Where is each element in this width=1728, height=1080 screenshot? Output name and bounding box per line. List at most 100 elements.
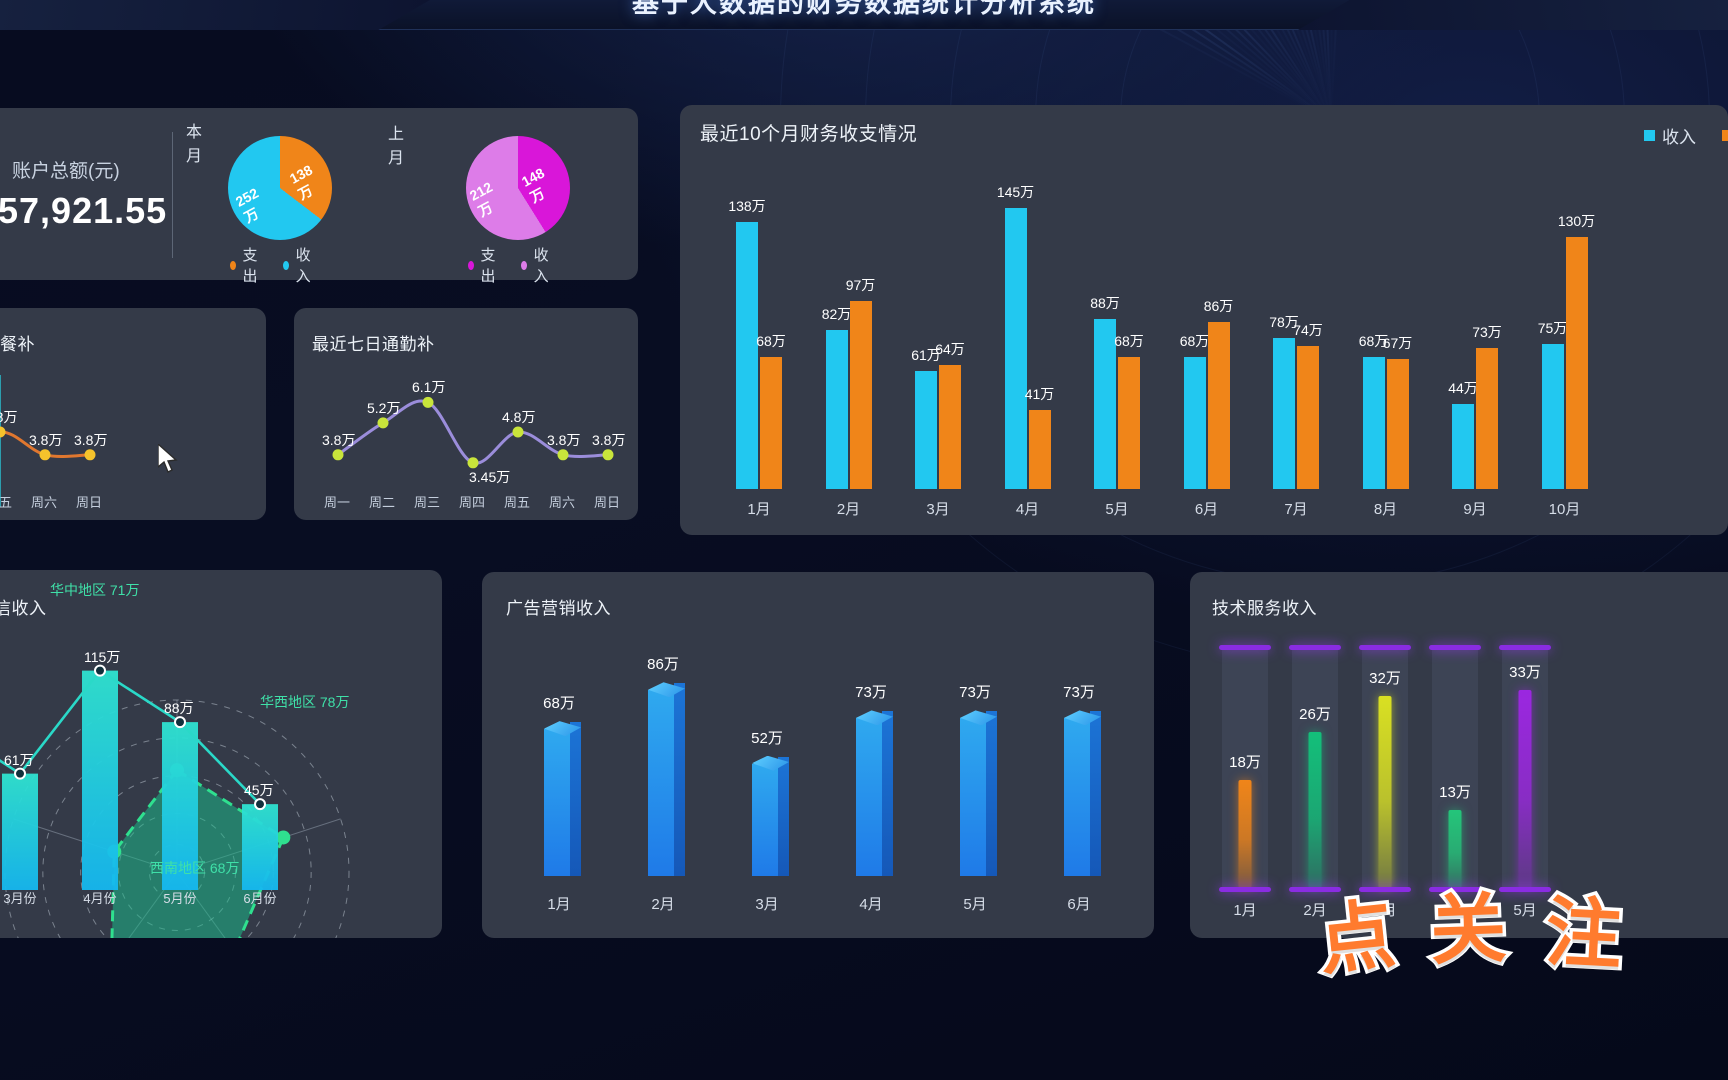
bar-column[interactable] [1452,403,1474,489]
pie-this-month-caption: 本月 [186,124,203,165]
radar-overlay-bar[interactable] [82,670,118,890]
bar-value-label: 61万 [911,346,941,363]
tech-bar-fill [1448,810,1462,888]
bar-column[interactable] [736,221,758,489]
commute-allowance-panel: 最近七日通勤补 3.8万 5.2万 6.1万 3.45万 4.8万 3.8万 3.8万 周一 周… [294,308,638,520]
tech-bar-track[interactable] [1222,648,1268,888]
bar-value-label: 75万 [1537,319,1568,336]
tech-bar-base-icon [1359,887,1411,892]
bar-column[interactable] [1541,343,1564,489]
bar-column[interactable] [1297,345,1319,489]
bar-column[interactable] [1028,409,1051,489]
bar-value-label: 130万 [1557,213,1596,230]
radar-bar-value: 88万 [164,700,194,717]
watermark-char-3: 注 [1540,884,1628,984]
tech-service-panel: 技术服务收入 18万 1月 26万 2月 32万 3月 13万 4月 33万 5月 [1190,572,1728,938]
bar-3d[interactable] [960,704,997,876]
tech-bar-value: 33万 [1509,664,1541,681]
bar-column[interactable] [825,330,848,489]
bar-value-label: 68万 [1358,333,1389,350]
radar-axis-label: 华西地区 78万 [260,694,350,710]
legend-item-expense[interactable]: 支出 [1722,123,1728,148]
line-point-value: 4.8万 [0,409,18,425]
commute-allowance-chart[interactable]: 3.8万 5.2万 6.1万 3.45万 4.8万 3.8万 3.8万 周一 周二 周三 周四 周五 周… [294,308,638,520]
bar-3d-side [778,756,789,876]
bar-column[interactable] [1183,357,1206,489]
bar-3d-side [882,711,893,876]
pie-last-month-chart[interactable] [466,136,570,240]
tech-bar-base-icon [1219,887,1271,892]
tech-bar-value: 18万 [1229,754,1261,771]
line-point-value: 3.8万 [29,431,63,448]
tech-bar-track[interactable] [1432,648,1478,888]
line-x-label: 周六 [549,495,576,510]
tech-bar-cap-icon [1499,645,1551,650]
line-point-value: 3.8万 [547,431,581,448]
bar-3d[interactable] [544,715,581,876]
tech-bar-cap-icon [1219,645,1271,650]
region-income-title: 信收入 [0,599,47,618]
pie-this-month-chart[interactable] [228,136,332,240]
bar-3d-x-label: 6月 [1067,896,1091,913]
bar-3d[interactable] [752,750,789,876]
radar-overlay-bar[interactable] [2,773,38,890]
legend-swatch-icon [1722,130,1728,141]
radar-overlay-bar[interactable] [162,722,198,890]
line-x-label: 周六 [31,495,58,510]
radar-bar-x-label: 4月份 [83,891,117,906]
bar-value-label: 41万 [1024,385,1055,402]
tech-bar-fill [1378,696,1392,888]
legend-item-income[interactable]: 收入 [283,244,314,286]
tech-bar-track[interactable] [1502,648,1548,888]
bar-column[interactable] [1118,357,1140,489]
tech-service-title: 技术服务收入 [1212,599,1317,618]
bar-3d-x-label: 2月 [651,896,675,913]
bar-column[interactable] [1386,359,1409,489]
bar-column[interactable] [1565,237,1588,489]
tech-bar-track[interactable] [1362,648,1408,888]
income-expense-plot[interactable]: 138万 68万 1月 82万 97万 2月 61万 64万 3月 145万 41万 4月 88万 68万… [680,105,1728,535]
bar-column[interactable] [849,301,872,489]
bar-column[interactable] [1476,347,1498,489]
bar-column[interactable] [1004,208,1027,489]
bar-3d[interactable] [1064,704,1101,876]
line-x-label: 周五 [0,495,13,510]
legend-item-expense[interactable]: 支出 [468,244,499,286]
bar-x-label: 8月 [1373,501,1398,518]
bar-column[interactable] [1273,337,1295,489]
bar-3d-value: 73万 [1063,684,1095,702]
bar-3d-front [856,718,882,876]
legend-item-expense[interactable]: 支出 [230,244,261,286]
bar-3d[interactable] [648,676,685,876]
radar-overlay-bar[interactable] [242,804,278,890]
commute-allowance-title: 最近七日通勤补 [312,335,435,354]
tech-service-chart[interactable]: 18万 1月 26万 2月 32万 3月 13万 4月 33万 5月 [1190,572,1728,938]
line-x-label: 周日 [594,495,621,510]
bar-column[interactable] [1094,318,1116,489]
legend-label: 收入 [295,247,311,285]
bar-column[interactable] [915,370,937,489]
bar-column[interactable] [1362,357,1385,489]
ad-marketing-chart[interactable]: 68万 1月 86万 2月 52万 3月 73万 4月 73万 5月 73万 6月 [482,572,1154,938]
bar-column[interactable] [760,357,782,489]
legend-item-income[interactable]: 收入 [1644,123,1696,148]
radar-bar-value: 61万 [4,751,34,768]
line-point-value: 5.2万 [367,399,401,416]
bar-3d-x-label: 1月 [547,896,571,913]
tech-bar-track[interactable] [1292,648,1338,888]
radar-axis-label: 西南地区 68万 [150,860,240,876]
bar-column[interactable] [939,365,961,489]
meal-allowance-chart[interactable]: 3.8万5.2万6.1万3.45万4.8万3.8万3.8万周一周二周三周四周五周… [0,308,266,520]
bar-column[interactable] [1207,322,1230,489]
line-x-label: 周三 [414,495,441,510]
account-summary-panel: 账户总额(元) 57,921.55 本月 252万 138万 支出 收入 上月 [0,108,638,285]
bar-3d-value: 52万 [751,729,783,747]
channel-watermark: 点 关 注 [1311,862,1728,992]
bar-value-label: 138万 [728,197,766,214]
tech-bar-fill [1308,732,1322,888]
bar-3d[interactable] [856,704,893,876]
legend-item-income[interactable]: 收入 [521,244,552,286]
